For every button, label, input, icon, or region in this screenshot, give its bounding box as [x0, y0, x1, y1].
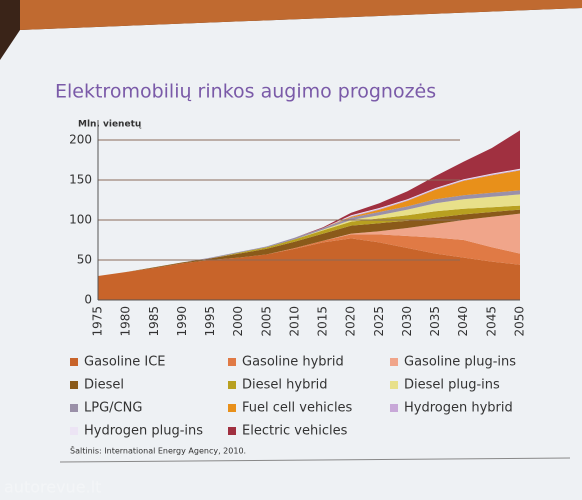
- y-tick-label: 50: [77, 253, 92, 267]
- x-tick-label: 1985: [147, 306, 161, 337]
- chart-title: Elektromobilių rinkos augimo prognozės: [55, 81, 436, 103]
- slide-band: [20, 0, 582, 30]
- x-tick-label: 1995: [203, 306, 217, 337]
- area: [98, 213, 520, 276]
- y-tick-label: 200: [69, 133, 92, 147]
- x-tick-label: 2040: [456, 306, 470, 337]
- legend-swatch: [70, 358, 78, 366]
- x-tick-label: 2035: [428, 306, 442, 337]
- legend-swatch: [228, 381, 236, 389]
- x-tick-label: 2015: [316, 306, 330, 337]
- area: [98, 209, 520, 276]
- x-tick-label: 2000: [231, 306, 245, 337]
- legend-label: Diesel hybrid: [242, 378, 328, 393]
- legend-label: Hydrogen hybrid: [404, 401, 513, 416]
- legend-swatch: [70, 427, 78, 435]
- x-tick-label: 2045: [484, 306, 498, 337]
- legend-label: Gasoline hybrid: [242, 355, 344, 370]
- x-tick-label: 1980: [119, 306, 133, 337]
- y-tick-label: 100: [69, 213, 92, 227]
- area: [98, 238, 520, 300]
- area: [98, 170, 520, 276]
- legend-swatch: [390, 404, 398, 412]
- area: [98, 234, 520, 276]
- legend-swatch: [390, 381, 398, 389]
- legend-swatch: [70, 404, 78, 412]
- x-tick-label: 2025: [372, 306, 386, 337]
- legend-label: Gasoline ICE: [84, 355, 166, 370]
- source: Šaltinis: International Energy Agency, 2…: [70, 445, 246, 456]
- area: [98, 194, 520, 276]
- legend-swatch: [228, 427, 236, 435]
- x-tick-label: 2050: [513, 306, 527, 337]
- y-tick-label: 0: [84, 293, 92, 307]
- legend-label: Diesel: [84, 378, 124, 393]
- area: [98, 205, 520, 276]
- legend-label: Gasoline plug-ins: [404, 355, 516, 370]
- legend-swatch: [228, 404, 236, 412]
- x-tick-label: 2030: [400, 306, 414, 337]
- divider: [59, 457, 571, 463]
- watermark: autorevue.lt: [4, 478, 101, 497]
- x-tick-label: 2010: [287, 306, 301, 337]
- legend-swatch: [390, 358, 398, 366]
- legend-label: Fuel cell vehicles: [242, 401, 353, 416]
- legend-swatch: [70, 381, 78, 389]
- legend-label: Diesel plug-ins: [404, 378, 500, 393]
- area: [98, 190, 520, 276]
- x-tick-label: 2005: [259, 306, 273, 337]
- legend-label: Electric vehicles: [242, 424, 348, 439]
- y-axis-label: Mln. vienetų: [78, 120, 142, 130]
- legend-label: Hydrogen plug-ins: [84, 424, 203, 439]
- legend-label: LPG/CNG: [84, 401, 142, 416]
- x-tick-label: 1990: [175, 306, 189, 337]
- x-tick-label: 1975: [91, 306, 105, 337]
- y-tick-label: 150: [69, 173, 92, 187]
- x-tick-label: 2020: [344, 306, 358, 337]
- legend-swatch: [228, 358, 236, 366]
